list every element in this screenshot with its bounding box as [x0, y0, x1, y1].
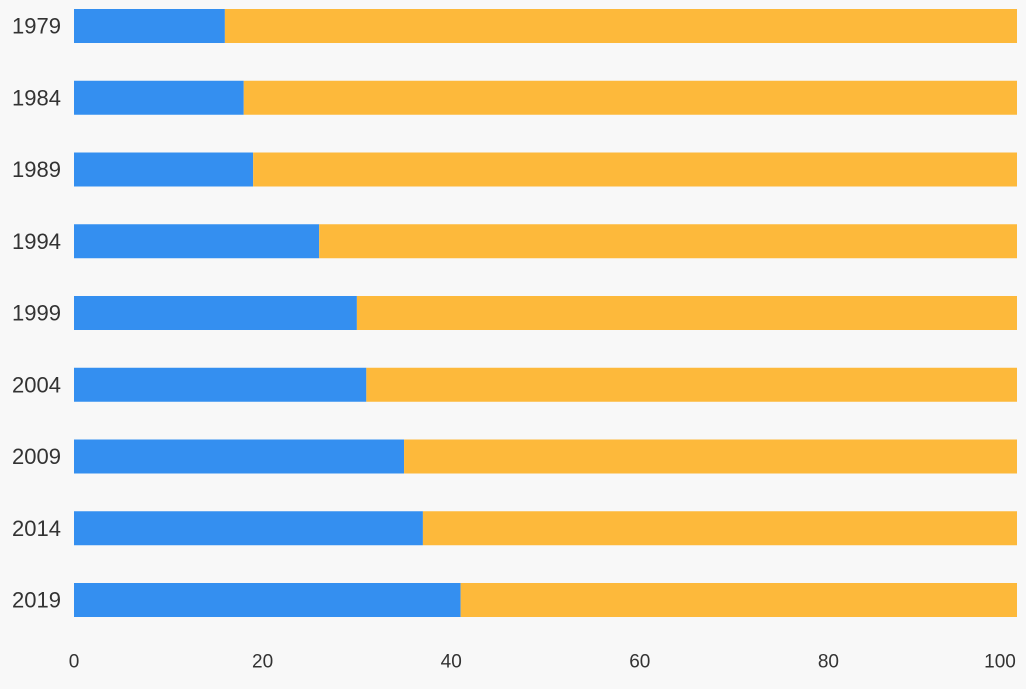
bar-1984-segment-1 — [74, 80, 244, 115]
y-tick-label: 2009 — [12, 444, 61, 469]
y-tick-label: 1989 — [12, 157, 61, 182]
bar-1989-segment-2 — [253, 152, 1018, 187]
x-tick-label: 0 — [69, 652, 80, 673]
y-tick-label: 1979 — [12, 14, 61, 39]
bar-2009-segment-1 — [74, 439, 405, 474]
x-tick-label: 40 — [441, 652, 462, 673]
bar-2019-segment-1 — [74, 583, 461, 617]
bar-2004-segment-2 — [366, 367, 1018, 402]
x-tick-label: 20 — [252, 652, 273, 673]
x-axis-ticks: 0 20 40 60 80 100 — [69, 652, 1016, 673]
bar-1979-segment-2 — [224, 9, 1017, 43]
y-tick-label: 1984 — [12, 85, 61, 110]
bar-2019-segment-2 — [460, 583, 1017, 617]
y-tick-label: 2004 — [12, 372, 61, 397]
bar-2014-segment-2 — [422, 511, 1017, 546]
bars — [74, 9, 1018, 617]
x-tick-label: 60 — [629, 652, 650, 673]
bar-1994-segment-2 — [319, 224, 1017, 259]
bar-1989-segment-1 — [74, 152, 254, 187]
bar-2014-segment-1 — [74, 511, 423, 546]
bar-1979-segment-1 — [74, 9, 225, 43]
bar-1999-segment-1 — [74, 296, 357, 330]
x-tick-label: 80 — [818, 652, 839, 673]
y-tick-label: 1994 — [12, 229, 61, 254]
y-tick-label: 1999 — [12, 301, 61, 326]
bar-2009-segment-2 — [404, 439, 1017, 474]
y-tick-label: 2019 — [12, 588, 61, 613]
bar-1984-segment-2 — [243, 80, 1018, 115]
bar-2004-segment-1 — [74, 367, 367, 402]
bar-1999-segment-2 — [356, 296, 1017, 330]
y-tick-label: 2014 — [12, 516, 61, 541]
bar-1994-segment-1 — [74, 224, 320, 259]
x-tick-label: 100 — [984, 652, 1016, 673]
y-axis-labels: 1979 1984 1989 1994 1999 2004 2009 2014 2019 — [12, 14, 61, 613]
